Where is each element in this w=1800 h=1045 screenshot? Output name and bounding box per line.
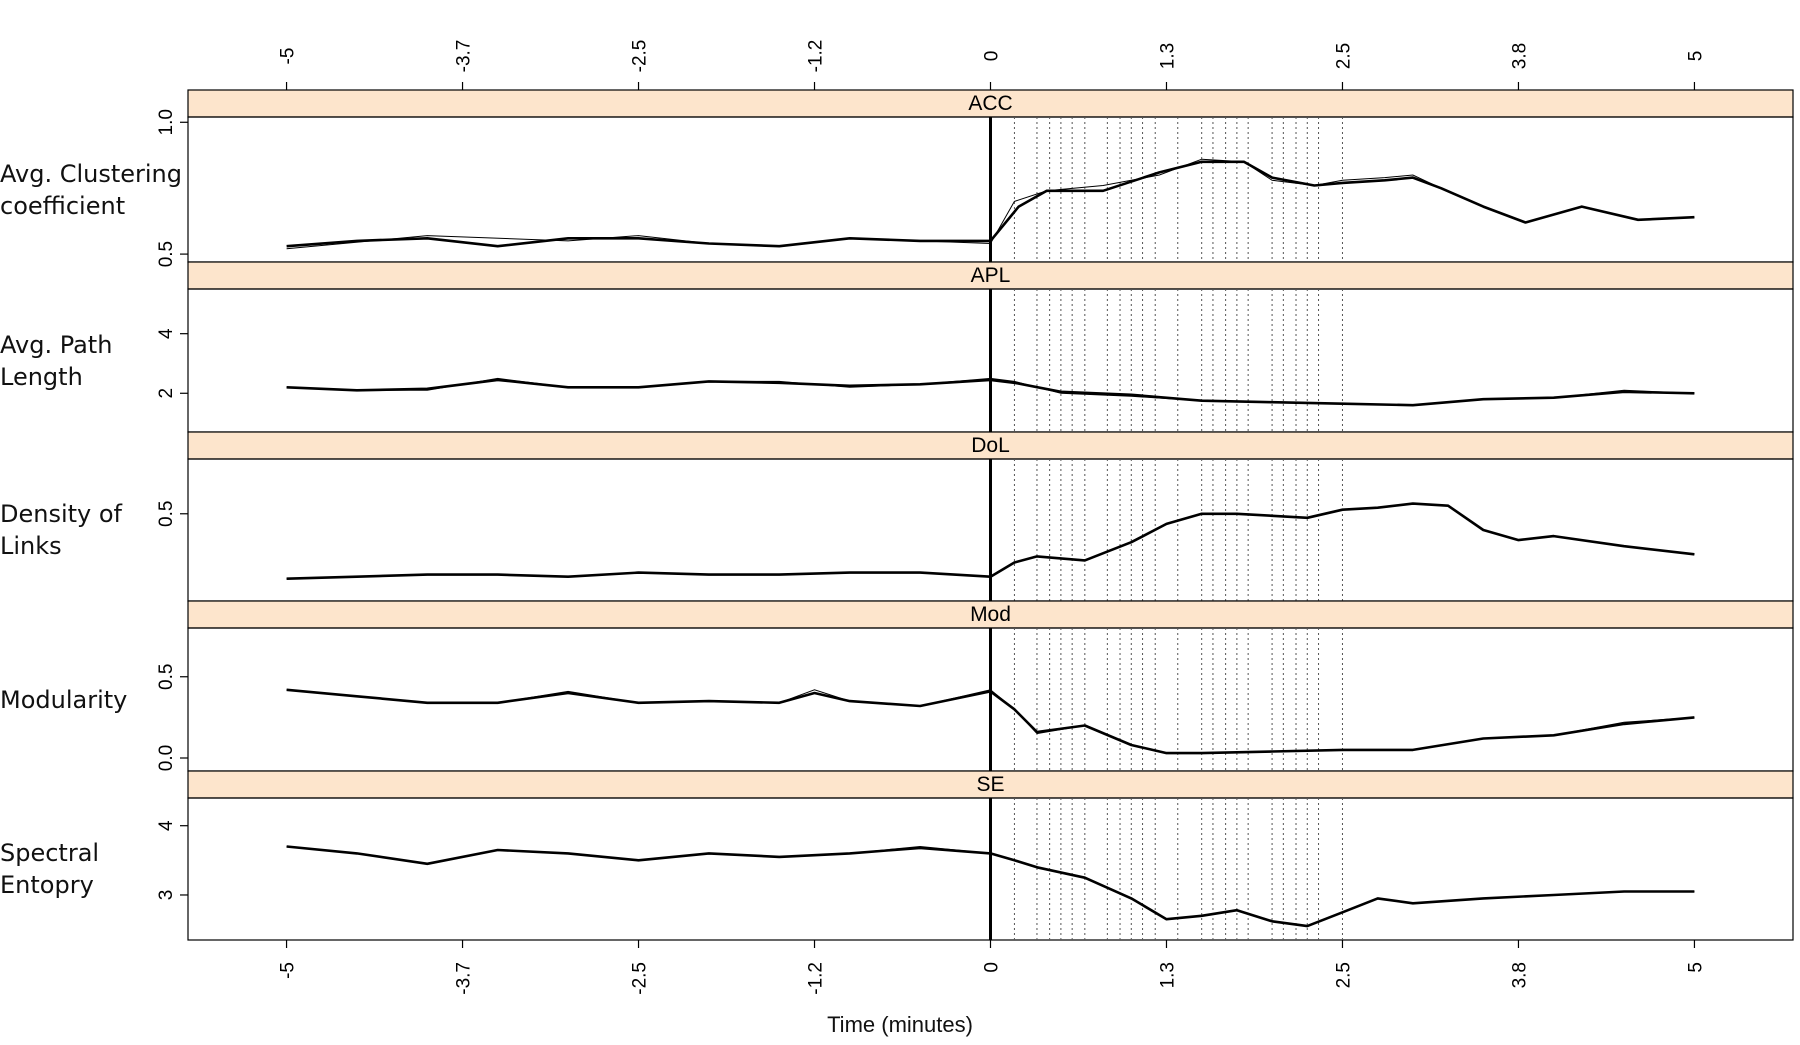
top-x-axis: -5 -3.7 -2.5 -1.2 0 1.3 2.5 3.8 5	[278, 40, 1706, 90]
panel-ylabel-line: Length	[0, 362, 83, 391]
top-x-tick-label: 3.8	[1509, 43, 1530, 69]
panel-ylabel-line: Modularity	[0, 685, 128, 714]
panel-ylabel-line: Links	[0, 532, 62, 560]
bottom-x-tick-label: -1.2	[806, 962, 827, 995]
y-tick-label: 0.0	[156, 745, 177, 771]
panel-ylabel-line: Density of	[0, 500, 123, 528]
y-tick-label: 2	[156, 388, 177, 399]
strip-label: APL	[971, 264, 1011, 287]
top-x-tick-label: -3.7	[454, 40, 475, 73]
panel-se: SE 3 4	[156, 770, 1794, 941]
x-axis-title-wrap: Time (minutes)	[0, 1012, 1800, 1038]
smoothed-series-line	[286, 378, 1695, 407]
smoothed-series-line	[286, 502, 1695, 580]
x-axis-title: Time (minutes)	[827, 1012, 973, 1037]
strip-header	[187, 600, 1794, 629]
top-x-tick-label: 1.3	[1157, 43, 1178, 69]
strip-header	[187, 431, 1794, 460]
bottom-x-tick-label: 3.8	[1509, 962, 1530, 988]
y-tick-label: 3	[156, 890, 177, 901]
strip-label: Mod	[970, 603, 1011, 626]
y-tick-label: 0.5	[156, 664, 177, 690]
y-tick-label: 4	[156, 820, 177, 831]
panel-ylabel-line: Avg. Clustering	[0, 159, 183, 188]
strip-header	[187, 770, 1794, 799]
panel-ylabel-line: Entopry	[0, 871, 94, 899]
strip-label: SE	[976, 773, 1004, 796]
y-tick-label: 0.5	[156, 501, 177, 527]
smoothed-series-line	[286, 688, 1695, 755]
panel-mod: Mod 0.0 0.5	[156, 600, 1794, 772]
bottom-x-tick-label: -2.5	[630, 962, 651, 995]
panel-ylabel: Modularity	[0, 684, 127, 716]
panel-apl: APL 2 4	[156, 261, 1794, 433]
top-x-tick-label: -1.2	[806, 40, 827, 73]
bottom-x-tick-label: 5	[1685, 962, 1706, 973]
top-x-tick-label: -2.5	[630, 40, 651, 73]
panels: ACC 0.5 1.0 APL 2 4 DoL 0.5 Mod 0.0 0.5 SE 3 4	[156, 89, 1794, 941]
strip-header	[187, 89, 1794, 118]
top-x-tick-label: 2.5	[1333, 43, 1354, 69]
panel-ylabel-line: coefficient	[0, 191, 126, 220]
smoothed-series-line	[286, 845, 1695, 928]
strip-header	[187, 261, 1794, 290]
top-x-tick-label: 5	[1685, 51, 1706, 62]
panel-ylabel-line: Avg. Path	[0, 330, 113, 359]
bottom-x-tick-label: 0	[982, 962, 1003, 973]
strip-label: DoL	[971, 434, 1010, 457]
bottom-x-tick-label: -5	[278, 962, 299, 979]
y-tick-label: 4	[156, 328, 177, 339]
panel-ylabel: Avg. Clustering coefficient	[0, 158, 182, 222]
smoothed-series-line	[286, 160, 1695, 248]
bottom-x-tick-label: 2.5	[1333, 962, 1354, 988]
y-tick-label: 0.5	[156, 241, 177, 267]
bottom-x-tick-label: 1.3	[1157, 962, 1178, 988]
strip-label: ACC	[968, 92, 1012, 115]
panel-ylabel: Spectral Entopry	[0, 837, 99, 901]
panel-acc: ACC 0.5 1.0	[156, 89, 1794, 267]
top-x-tick-label: -5	[278, 48, 299, 65]
panel-ylabel: Density of Links	[0, 498, 122, 562]
y-tick-label: 1.0	[156, 109, 177, 135]
top-x-tick-label: 0	[982, 51, 1003, 62]
panel-ylabel: Avg. Path Length	[0, 329, 112, 393]
bottom-x-axis: -5 -3.7 -2.5 -1.2 0 1.3 2.5 3.8 5	[278, 940, 1706, 995]
panel-dol: DoL 0.5	[156, 431, 1794, 602]
panel-ylabel-line: Spectral	[0, 839, 100, 867]
bottom-x-tick-label: -3.7	[454, 962, 475, 995]
